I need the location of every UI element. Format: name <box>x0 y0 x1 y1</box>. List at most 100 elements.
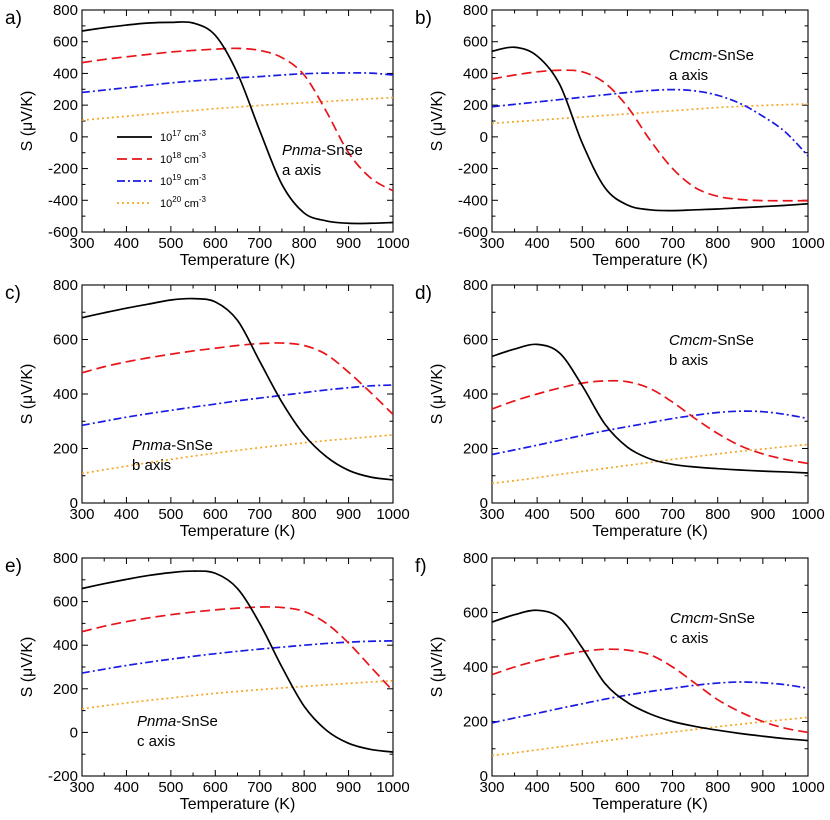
series-group <box>492 609 808 757</box>
x-tick-label: 800 <box>705 506 730 523</box>
x-tick-label: 900 <box>750 779 775 796</box>
series-line-n20 <box>82 434 393 475</box>
x-tick-label: 700 <box>660 235 685 252</box>
x-tick-label: 500 <box>570 506 595 523</box>
x-tick-label: 900 <box>336 506 361 523</box>
x-tick-label: 400 <box>525 506 550 523</box>
y-tick-label: 600 <box>463 34 488 51</box>
x-tick-label: 800 <box>292 506 317 523</box>
y-axis-title: S (μV/K) <box>429 364 446 425</box>
x-tick-label: 900 <box>750 506 775 523</box>
x-tick-label: 1000 <box>791 235 824 252</box>
y-axis-title: S (μV/K) <box>429 91 446 152</box>
x-axis-title: Temperature (K) <box>180 796 296 813</box>
y-tick-label: 400 <box>463 386 488 403</box>
plot-frame <box>81 284 394 504</box>
y-tick-label: -600 <box>48 224 78 241</box>
y-axis-title: S (μV/K) <box>19 364 36 425</box>
x-tick-label: 700 <box>247 779 272 796</box>
series-line-n17 <box>492 609 808 742</box>
x-tick-label: 1000 <box>376 235 409 252</box>
panel-label: c) <box>5 283 21 304</box>
x-tick-label: 300 <box>69 235 94 252</box>
y-tick-label: 0 <box>480 495 488 512</box>
annotation-material: Cmcm-SnSe <box>670 610 755 627</box>
series-line-n20 <box>82 679 393 710</box>
series-line-n19 <box>82 639 393 674</box>
y-tick-label: 400 <box>463 659 488 676</box>
x-tick-label: 600 <box>203 506 228 523</box>
series-group <box>492 343 808 485</box>
legend-label: 1018 cm-3 <box>160 151 207 166</box>
series-line-n17 <box>82 21 393 225</box>
panel-label: b) <box>415 8 432 29</box>
annotation-axis: c axis <box>137 733 175 750</box>
x-tick-label: 1000 <box>376 506 409 523</box>
y-tick-label: -400 <box>48 192 78 209</box>
annotation-material: Cmcm-SnSe <box>669 47 754 64</box>
panel-label: a) <box>5 8 22 29</box>
y-axis-title: S (μV/K) <box>19 637 36 698</box>
plot-frame <box>491 9 809 233</box>
x-tick-label: 300 <box>69 779 94 796</box>
y-tick-label: 0 <box>70 129 78 146</box>
legend-label: 1020 cm-3 <box>160 195 207 210</box>
x-tick-label: 700 <box>247 506 272 523</box>
x-tick-label: 400 <box>525 779 550 796</box>
y-tick-label: 600 <box>53 34 78 51</box>
y-tick-label: -200 <box>48 161 78 178</box>
x-tick-label: 900 <box>336 779 361 796</box>
x-tick-label: 1000 <box>791 779 824 796</box>
x-tick-label: 600 <box>203 779 228 796</box>
y-tick-label: 800 <box>463 277 488 294</box>
panel-d: 300 400 500 600 700 800 900 10000200400600800Te… <box>415 277 825 540</box>
x-tick-label: 300 <box>69 506 94 523</box>
y-tick-label: 200 <box>463 714 488 731</box>
y-tick-label: 400 <box>53 65 78 82</box>
series-group <box>492 46 808 212</box>
x-tick-label: 300 <box>479 235 504 252</box>
annotation-axis: a axis <box>282 162 321 179</box>
y-tick-label: 800 <box>463 2 488 19</box>
series-group <box>82 570 393 753</box>
panel-c: 300 400 500 600 700 800 900 10000200400600800Te… <box>5 277 410 540</box>
legend-label: 1019 cm-3 <box>160 173 207 188</box>
x-tick-label: 400 <box>525 235 550 252</box>
series-line-n18 <box>492 379 808 465</box>
x-tick-label: 500 <box>570 779 595 796</box>
series-line-n19 <box>492 410 808 456</box>
series-line-n20 <box>492 716 808 757</box>
series-line-n18 <box>82 47 393 192</box>
series-line-n17 <box>82 570 393 753</box>
series-line-n19 <box>492 88 808 157</box>
legend-label: 1017 cm-3 <box>160 129 207 144</box>
panel-a: 300 400 500 600 700 800 900 1000 -600 -400 -200 0 20… <box>5 2 410 269</box>
y-axis-title: S (μV/K) <box>19 91 36 152</box>
annotation-material: Pnma-SnSe <box>132 437 213 454</box>
y-tick-label: -400 <box>458 192 488 209</box>
x-axis-title: Temperature (K) <box>180 523 296 540</box>
annotation-material: Pnma-SnSe <box>137 713 218 730</box>
y-tick-label: 200 <box>53 97 78 114</box>
x-tick-label: 900 <box>336 235 361 252</box>
y-tick-label: 200 <box>463 97 488 114</box>
series-line-n18 <box>82 606 393 692</box>
x-tick-label: 400 <box>114 506 139 523</box>
panel-e: 300 400 500 600 700 800 900 1000 -200 0 200 400 600 8… <box>5 550 410 813</box>
series-line-n17 <box>492 343 808 474</box>
x-tick-label: 900 <box>750 235 775 252</box>
x-tick-label: 500 <box>570 235 595 252</box>
annotation-axis: b axis <box>132 457 171 474</box>
x-tick-label: 700 <box>660 506 685 523</box>
series-line-n17 <box>82 297 393 481</box>
x-tick-label: 300 <box>479 779 504 796</box>
x-tick-label: 600 <box>203 235 228 252</box>
y-tick-label: 0 <box>480 129 488 146</box>
y-tick-label: -200 <box>458 161 488 178</box>
x-axis-title: Temperature (K) <box>592 523 708 540</box>
x-axis-title: Temperature (K) <box>592 252 708 269</box>
plot-frame <box>81 557 394 777</box>
y-tick-label: -600 <box>458 224 488 241</box>
panel-label: e) <box>5 556 22 577</box>
